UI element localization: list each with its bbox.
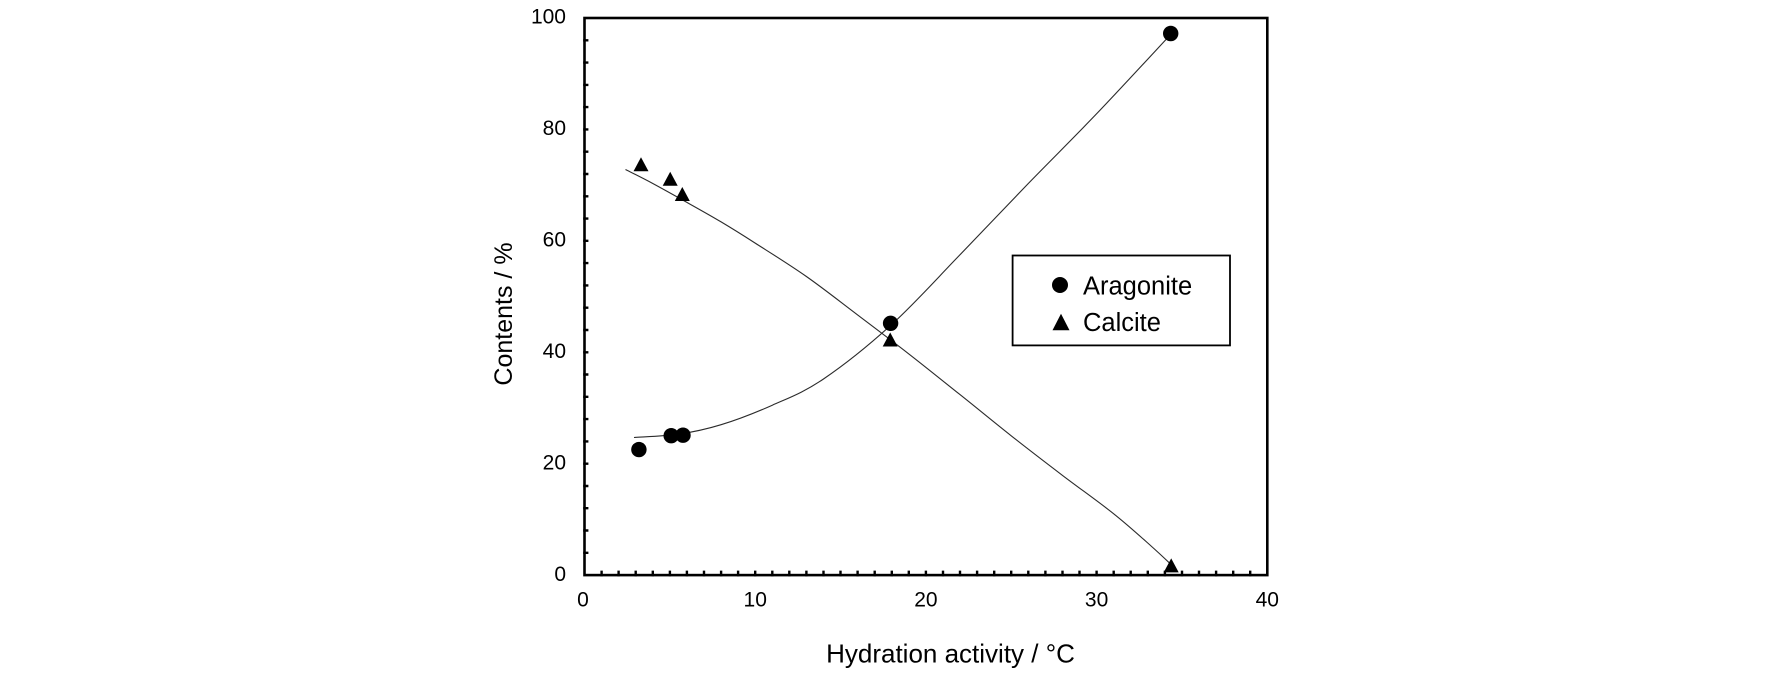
svg-text:Hydration activity / °C: Hydration activity / °C — [826, 639, 1075, 669]
svg-text:0: 0 — [577, 588, 589, 611]
svg-text:20: 20 — [543, 451, 566, 474]
svg-text:Aragonite: Aragonite — [1083, 273, 1192, 301]
svg-text:10: 10 — [744, 588, 767, 611]
svg-text:30: 30 — [1085, 588, 1108, 611]
svg-text:Contents / %: Contents / % — [490, 242, 518, 385]
svg-text:60: 60 — [543, 229, 566, 252]
svg-text:80: 80 — [543, 117, 566, 140]
svg-text:40: 40 — [1256, 588, 1279, 611]
svg-text:0: 0 — [554, 563, 566, 586]
svg-text:40: 40 — [543, 340, 566, 363]
svg-text:Calcite: Calcite — [1083, 309, 1161, 337]
svg-text:100: 100 — [531, 6, 566, 29]
svg-text:20: 20 — [914, 588, 937, 611]
